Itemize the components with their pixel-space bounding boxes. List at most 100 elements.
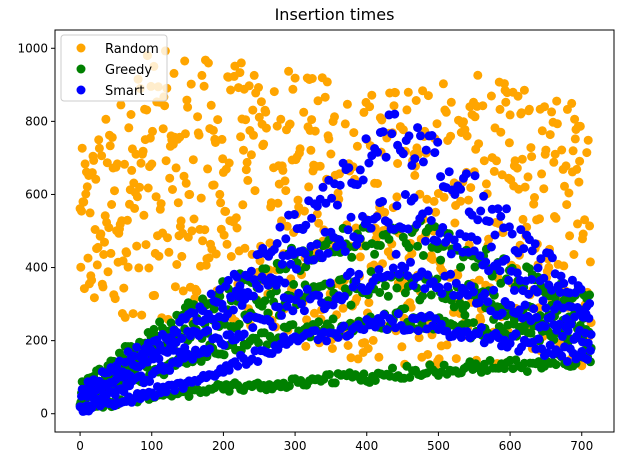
point-random	[107, 132, 117, 142]
point-random	[578, 229, 588, 239]
point-smart	[547, 285, 557, 295]
point-greedy	[328, 314, 338, 324]
point-smart	[546, 312, 556, 322]
point-random	[160, 101, 170, 111]
point-random	[221, 207, 231, 216]
point-random	[353, 354, 363, 364]
point-smart	[387, 129, 397, 139]
point-random	[89, 155, 99, 165]
point-random	[203, 164, 213, 174]
point-random	[431, 207, 441, 217]
point-random	[575, 121, 585, 131]
point-smart	[538, 296, 548, 306]
point-random	[83, 253, 93, 263]
point-random	[173, 198, 183, 208]
point-smart	[318, 182, 328, 192]
point-random	[517, 154, 527, 164]
point-smart	[372, 212, 382, 222]
point-smart	[540, 322, 550, 331]
point-random	[97, 151, 107, 161]
point-random	[92, 260, 102, 270]
legend: Random Greedy Smart	[60, 34, 168, 102]
point-random	[85, 208, 95, 218]
point-random	[180, 129, 190, 139]
point-random	[397, 342, 407, 352]
point-smart	[443, 282, 453, 292]
point-random	[464, 195, 473, 205]
point-smart	[358, 175, 368, 185]
point-smart	[333, 332, 343, 342]
point-smart	[562, 357, 572, 366]
point-random	[390, 88, 400, 98]
point-greedy	[439, 360, 449, 370]
point-smart	[506, 301, 516, 310]
point-smart	[340, 247, 350, 256]
point-random	[281, 186, 291, 196]
point-random	[585, 257, 595, 267]
point-random	[441, 107, 451, 117]
point-smart	[408, 281, 418, 290]
point-random	[527, 152, 537, 162]
point-random	[219, 230, 229, 240]
point-random	[177, 251, 187, 261]
point-greedy	[284, 381, 294, 391]
point-random	[81, 189, 91, 199]
point-random	[315, 161, 325, 171]
point-smart	[507, 229, 517, 239]
point-random	[573, 219, 582, 229]
point-smart	[426, 216, 436, 225]
y-tick-label: 600	[25, 187, 48, 201]
point-smart	[388, 263, 398, 273]
point-random	[194, 130, 204, 140]
point-random	[136, 158, 146, 168]
point-random	[309, 308, 319, 318]
point-random	[76, 262, 86, 272]
point-random	[568, 146, 578, 156]
point-smart	[382, 325, 392, 334]
point-random	[261, 123, 271, 133]
point-greedy	[325, 370, 334, 379]
point-random	[320, 92, 330, 102]
point-smart	[400, 190, 410, 199]
point-random	[540, 102, 549, 112]
point-smart	[583, 354, 592, 364]
point-random	[535, 214, 544, 224]
point-smart	[421, 236, 430, 246]
point-random	[367, 90, 377, 100]
point-smart	[584, 313, 594, 323]
point-random	[132, 192, 142, 202]
point-smart	[189, 308, 199, 318]
point-smart	[272, 239, 282, 248]
point-random	[218, 154, 228, 164]
point-smart	[376, 317, 386, 327]
point-greedy	[314, 317, 324, 327]
point-random	[518, 214, 528, 224]
point-random	[211, 249, 221, 259]
point-random	[551, 213, 561, 223]
point-smart	[297, 299, 306, 309]
point-random	[295, 144, 305, 154]
x-tick-label: 600	[499, 439, 522, 453]
point-random	[561, 161, 571, 171]
point-random	[148, 126, 157, 136]
point-greedy	[413, 241, 423, 251]
point-smart	[512, 268, 522, 278]
point-smart	[493, 204, 503, 214]
point-greedy	[426, 290, 436, 300]
point-smart	[504, 222, 514, 232]
point-smart	[555, 288, 565, 297]
plot-points	[75, 46, 596, 416]
point-random	[284, 66, 294, 76]
point-smart	[172, 327, 182, 337]
point-random	[127, 165, 137, 175]
point-random	[250, 186, 260, 196]
point-random	[158, 124, 168, 134]
point-greedy	[383, 291, 393, 301]
point-smart	[427, 131, 437, 140]
point-smart	[532, 287, 542, 297]
point-random	[104, 223, 114, 233]
point-smart	[456, 184, 466, 194]
point-greedy	[460, 310, 470, 320]
point-smart	[423, 206, 433, 216]
point-smart	[527, 275, 537, 284]
